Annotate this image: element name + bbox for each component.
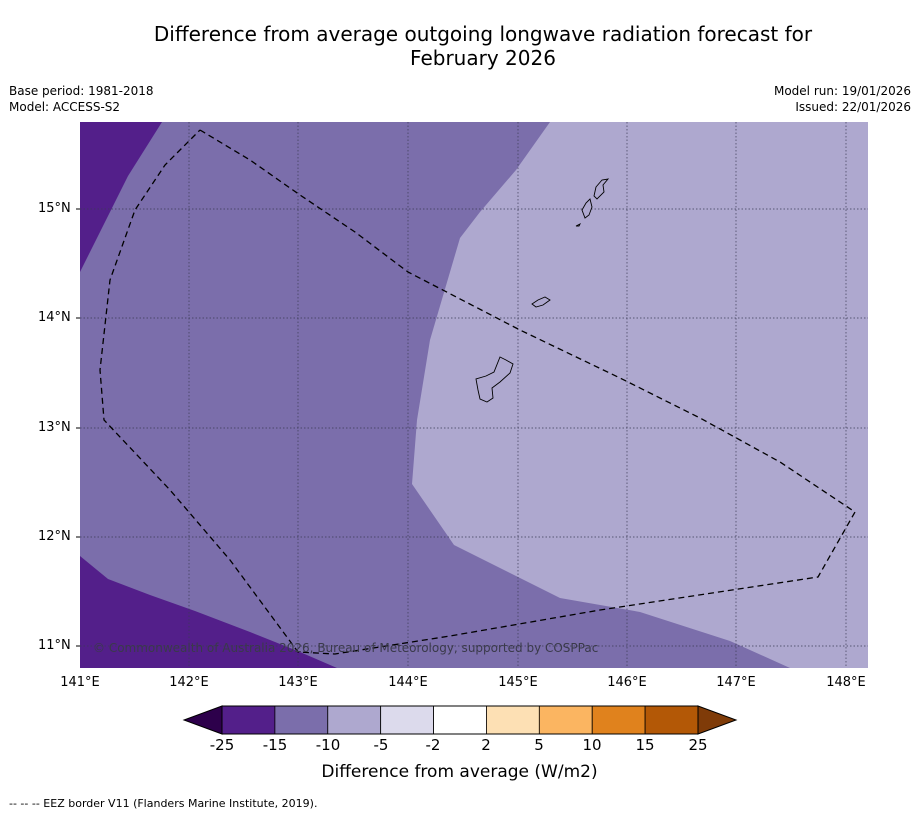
colorbar-title: Difference from average (W/m2): [321, 762, 598, 782]
eez-border: [99, 129, 856, 655]
graticule: [80, 122, 868, 668]
anomaly-band-weak-east: [412, 122, 868, 668]
island-saipan: [593, 178, 610, 200]
colorbar-tick: -10: [315, 736, 341, 754]
colorbar-segment: [221, 705, 276, 735]
colorbar-segment: [433, 705, 487, 735]
map-title-line2: February 2026: [410, 46, 556, 70]
lat-label-14n: 14°N: [38, 310, 71, 325]
colorbar-tick: -2: [425, 736, 441, 754]
colorbar: [182, 705, 738, 735]
lon-label-146e: 146°E: [607, 675, 647, 690]
copyright-credit: © Commonwealth of Australia 2026, Bureau…: [93, 641, 599, 655]
model-name: Model: ACCESS-S2: [9, 100, 121, 114]
lon-label-147e: 147°E: [716, 675, 756, 690]
lat-label-15n: 15°N: [38, 201, 71, 216]
metadata-left: Base period: 1981-2018 Model: ACCESS-S2: [9, 83, 154, 115]
colorbar-segment: [486, 705, 540, 735]
lon-label-144e: 144°E: [388, 675, 428, 690]
metadata-right: Model run: 19/01/2026 Issued: 22/01/2026: [774, 83, 911, 115]
colorbar-segment: [644, 705, 699, 735]
lon-label-142e: 142°E: [169, 675, 209, 690]
colorbar-tick: 25: [688, 736, 708, 754]
colorbar-under-triangle: [182, 705, 223, 735]
islands: [475, 178, 610, 403]
map-title-line1: Difference from average outgoing longwav…: [153, 22, 813, 46]
island-rota: [531, 296, 551, 308]
colorbar-over-triangle: [697, 705, 738, 735]
island-guam: [475, 356, 514, 403]
colorbar-segment: [327, 705, 382, 735]
colorbar-segment: [274, 705, 329, 735]
island-aguijan: [575, 222, 582, 227]
colorbar-tick: -5: [373, 736, 389, 754]
model-run: Model run: 19/01/2026: [773, 84, 911, 98]
lon-label-148e: 148°E: [826, 675, 866, 690]
eez-footnote: -- -- -- EEZ border V11 (Flanders Marine…: [9, 797, 318, 810]
anomaly-band-strong-southwest: [80, 556, 337, 668]
lat-label-11n: 11°N: [38, 638, 71, 653]
colorbar-tick: 10: [582, 736, 602, 754]
lon-label-143e: 143°E: [278, 675, 318, 690]
colorbar-tick: -25: [209, 736, 235, 754]
colorbar-tick: -15: [262, 736, 288, 754]
lat-label-12n: 12°N: [38, 529, 71, 544]
colorbar-segment: [591, 705, 646, 735]
lat-ticks: [76, 208, 80, 647]
base-period: Base period: 1981-2018: [9, 84, 154, 98]
lon-label-145e: 145°E: [498, 675, 538, 690]
colorbar-tick: 2: [481, 736, 491, 754]
colorbar-tick: 15: [635, 736, 655, 754]
colorbar-outline: [221, 705, 699, 735]
anomaly-band-strong-northwest: [80, 122, 162, 272]
colorbar-segment: [538, 705, 593, 735]
map-title: Difference from average outgoing longwav…: [0, 22, 919, 70]
lat-label-13n: 13°N: [38, 420, 71, 435]
issued-date: Issued: 22/01/2026: [795, 100, 911, 114]
lon-label-141e: 141°E: [60, 675, 100, 690]
colorbar-segment: [380, 705, 434, 735]
colorbar-tick: 5: [534, 736, 544, 754]
island-tinian: [581, 198, 593, 219]
